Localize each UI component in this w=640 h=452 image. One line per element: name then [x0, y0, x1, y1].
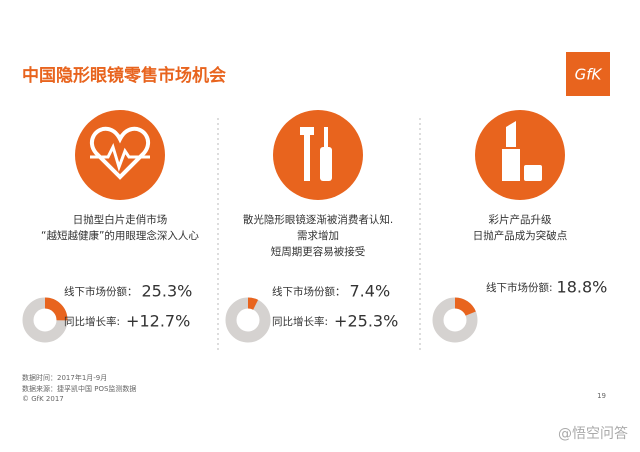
logo-box — [566, 52, 610, 96]
description-line: 彩片产品升级 — [489, 213, 552, 226]
tools-icon — [273, 110, 363, 200]
heart-icon — [75, 110, 165, 200]
donut-slice — [454, 297, 476, 317]
description-line: 散光隐形眼镜逐渐被消费者认知. — [243, 213, 393, 226]
slide-title: 中国隐形眼镜零售市场机会 — [22, 65, 226, 86]
watermark: @悟空问答 — [558, 425, 628, 442]
description-line: 需求增加 — [297, 229, 339, 242]
share-value: 7.4% — [350, 282, 391, 301]
share-label: 线下市场份额： — [64, 285, 138, 298]
page-number: 19 — [597, 392, 606, 400]
description-line: 日抛产品成为突破点 — [473, 229, 568, 242]
lipstick-icon — [475, 110, 565, 200]
footer-line: © GfK 2017 — [22, 395, 64, 403]
donut-slice — [44, 297, 68, 321]
share-value: 25.3% — [142, 282, 193, 301]
logo-text: GfK — [575, 66, 603, 84]
description-line: 短周期更容易被接受 — [271, 245, 366, 258]
share-label: 线下市场份额： — [272, 285, 346, 298]
donut-slice — [247, 297, 259, 310]
share-label: 线下市场份额: — [486, 281, 553, 294]
growth-value: +12.7% — [126, 312, 190, 331]
footer-line: 数据来源：捷孚凯中国 POS监测数据 — [22, 384, 136, 393]
growth-value: +25.3% — [334, 312, 398, 331]
growth-label: 同比增长率: — [272, 315, 328, 328]
description-line: “越短越健康”的用眼理念深入人心 — [41, 229, 199, 242]
share-value: 18.8% — [557, 278, 608, 297]
growth-label: 同比增长率: — [64, 315, 120, 328]
description-line: 日抛型白片走俏市场 — [73, 213, 168, 226]
footer-line: 数据时间：2017年1月-9月 — [22, 373, 107, 382]
